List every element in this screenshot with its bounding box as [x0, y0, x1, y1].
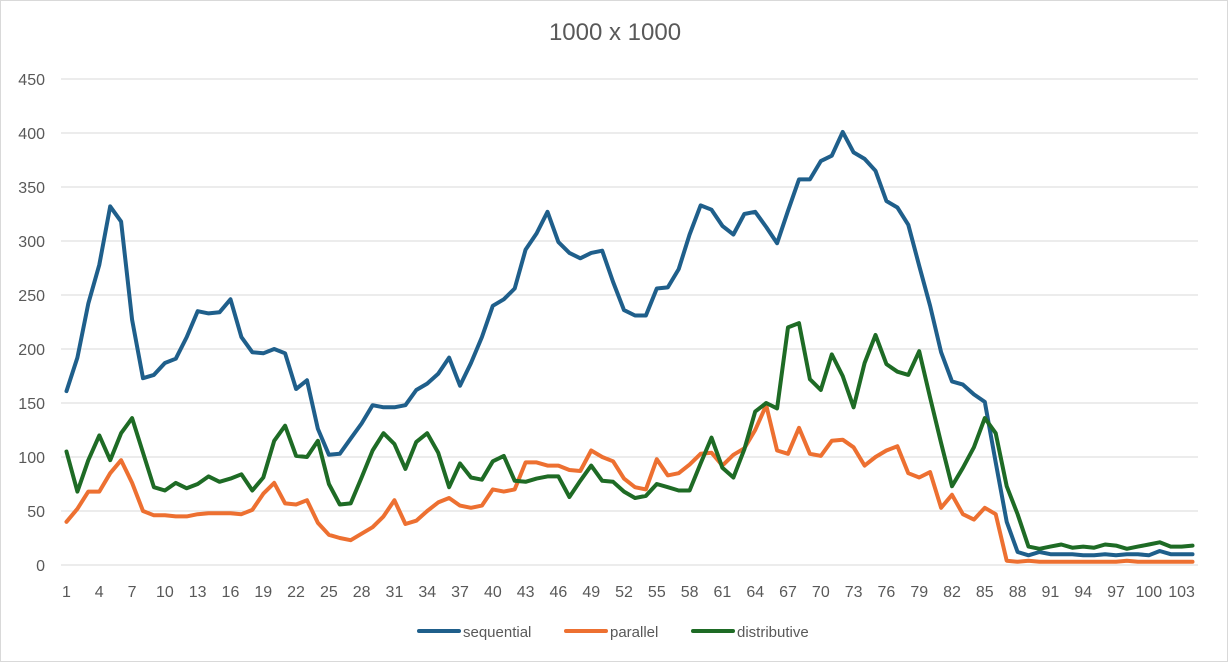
x-tick-label: 49 [582, 584, 600, 601]
x-tick-label: 94 [1074, 584, 1092, 601]
gridlines [61, 78, 1198, 566]
x-tick-label: 100 [1135, 584, 1162, 601]
y-tick-label: 350 [18, 180, 45, 197]
x-tick-label: 55 [648, 584, 666, 601]
y-tick-label: 250 [18, 288, 45, 305]
y-tick-label: 0 [36, 558, 45, 575]
y-tick-label: 50 [27, 504, 45, 521]
x-tick-label: 10 [156, 584, 174, 601]
x-tick-label: 28 [353, 584, 371, 601]
y-tick-label: 150 [18, 396, 45, 413]
x-tick-label: 40 [484, 584, 502, 601]
x-tick-label: 19 [254, 584, 272, 601]
x-tick-label: 7 [128, 584, 137, 601]
x-tick-label: 91 [1042, 584, 1060, 601]
x-tick-label: 43 [517, 584, 535, 601]
y-tick-label: 300 [18, 234, 45, 251]
legend-label: sequential [463, 624, 531, 641]
x-tick-label: 34 [418, 584, 436, 601]
legend-item-sequential: sequential [417, 624, 531, 641]
x-tick-label: 73 [845, 584, 863, 601]
x-tick-label: 25 [320, 584, 338, 601]
x-tick-label: 70 [812, 584, 830, 601]
legend-item-parallel: parallel [564, 624, 658, 641]
x-tick-label: 4 [95, 584, 104, 601]
x-tick-label: 88 [1009, 584, 1027, 601]
chart-title: 1000 x 1000 [548, 19, 682, 46]
x-tick-label: 13 [189, 584, 207, 601]
series-line-parallel [64, 403, 1195, 564]
x-tick-label: 97 [1107, 584, 1125, 601]
x-tick-label: 64 [746, 584, 764, 601]
x-tick-label: 31 [386, 584, 404, 601]
series-line-distributive [64, 321, 1195, 551]
x-tick-label: 16 [222, 584, 240, 601]
x-axis: 1 4 7 10 13 16 19 22 25 28 31 34 37 40 43 46 49 52 55 58 61 6… [62, 584, 1195, 601]
x-tick-label: 37 [451, 584, 469, 601]
series-lines [64, 129, 1195, 564]
x-tick-label: 1 [62, 584, 71, 601]
x-tick-label: 103 [1168, 584, 1195, 601]
legend-label: distributive [737, 624, 809, 641]
x-tick-label: 58 [681, 584, 699, 601]
x-tick-label: 61 [714, 584, 732, 601]
y-tick-label: 100 [18, 450, 45, 467]
y-tick-label: 450 [18, 72, 45, 89]
series-line-sequential [64, 129, 1195, 558]
x-tick-label: 52 [615, 584, 633, 601]
x-tick-label: 82 [943, 584, 961, 601]
x-tick-label: 85 [976, 584, 994, 601]
legend-label: parallel [610, 624, 658, 641]
legend: sequential parallel distributive [417, 624, 809, 641]
x-tick-label: 67 [779, 584, 797, 601]
y-tick-label: 400 [18, 126, 45, 143]
x-tick-label: 46 [550, 584, 568, 601]
y-tick-label: 200 [18, 342, 45, 359]
x-tick-label: 76 [878, 584, 896, 601]
x-tick-label: 79 [910, 584, 928, 601]
legend-item-distributive: distributive [691, 624, 809, 641]
y-axis: 0 50 100 150 200 250 300 350 400 450 [18, 72, 45, 575]
x-tick-label: 22 [287, 584, 305, 601]
